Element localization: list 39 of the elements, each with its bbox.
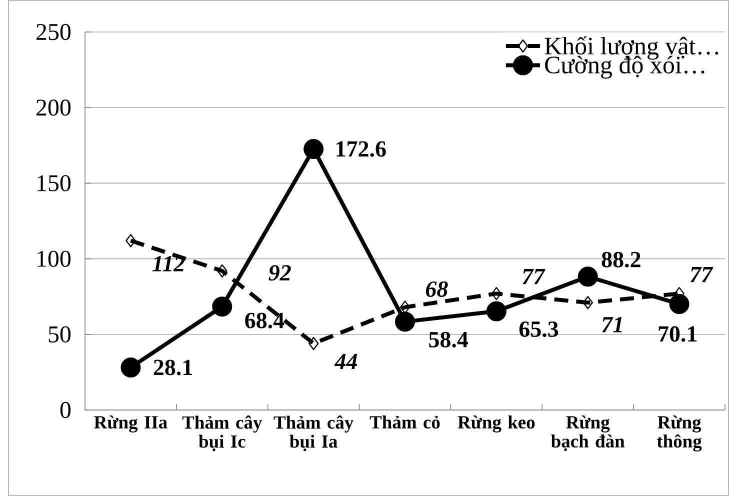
x-tick-label: Thảm cỏ	[370, 416, 440, 429]
point	[486, 301, 506, 322]
x-tick-label: Rừng thông	[656, 416, 702, 452]
data-label: 68	[426, 281, 448, 297]
data-label: 88.2	[602, 252, 640, 268]
point	[669, 294, 690, 314]
data-label: 172.6	[336, 141, 386, 157]
point	[120, 358, 141, 378]
data-label: 65.3	[519, 321, 558, 338]
point	[217, 264, 228, 278]
data-label: 58.4	[429, 332, 468, 348]
y-tick-label: 50	[48, 326, 71, 342]
x-tick-label: Thảm cây bụi Ic	[182, 416, 262, 452]
x-tick-label: Rừng keo	[458, 416, 535, 432]
data-label: 44	[334, 354, 358, 370]
data-label: 77	[522, 269, 546, 284]
point	[582, 296, 593, 310]
data-label: 68.4	[245, 312, 284, 328]
point	[491, 286, 502, 300]
point	[578, 266, 598, 287]
data-label: 70.1	[658, 326, 697, 342]
y-tick-label: 0	[60, 402, 71, 418]
x-tick-label: Rừng IIa	[94, 416, 168, 432]
y-tick-label: 200	[36, 99, 71, 116]
y-tick-label: 150	[38, 175, 71, 192]
point	[400, 300, 410, 314]
point	[304, 139, 324, 160]
x-tick-label: Rừng bạch đàn	[551, 416, 625, 452]
data-label: 77	[690, 267, 714, 282]
x-tick-label: Thảm cây bụi Ia	[274, 416, 354, 452]
y-tick-label: 250	[36, 24, 71, 40]
point	[308, 336, 319, 350]
data-label: 71	[602, 317, 622, 332]
point	[394, 312, 415, 332]
data-label: 92	[268, 265, 291, 281]
y-tick-label: 100	[38, 250, 71, 267]
data-label: 28.1	[154, 360, 192, 376]
point	[212, 296, 232, 317]
point	[126, 234, 136, 248]
